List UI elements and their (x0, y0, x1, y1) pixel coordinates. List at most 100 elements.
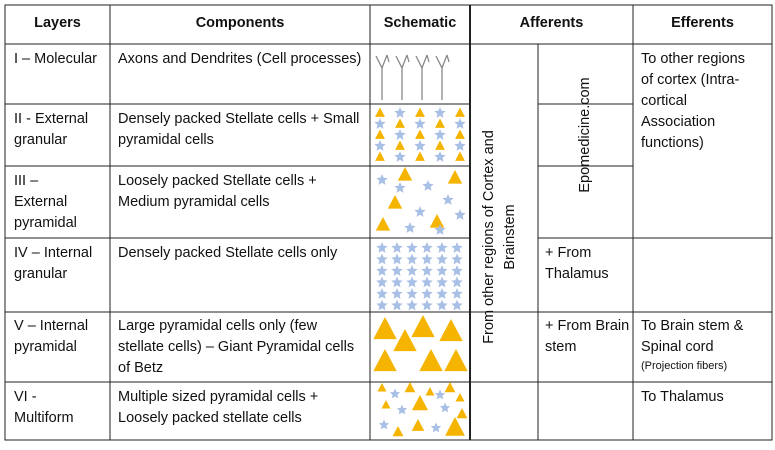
stellate-cell (391, 253, 403, 265)
stellate-cell (434, 224, 446, 235)
components-cell: Loosely packed Stellate cells + Medium p… (118, 173, 317, 210)
stellate-cell (394, 129, 406, 140)
stellate-cell (376, 174, 388, 185)
afferents-cell: + From Thalamus (545, 245, 609, 282)
pyramidal-cell (393, 329, 417, 352)
pyramidal-cell (375, 151, 385, 161)
pyramidal-cell (395, 140, 405, 150)
header-cell: Layers (34, 15, 81, 31)
stellate-cell (434, 129, 446, 140)
components-cell: Axons and Dendrites (Cell processes) (118, 51, 362, 67)
pyramidal-cell (387, 195, 403, 209)
stellate-cell (406, 253, 418, 265)
stellate-cell (451, 265, 463, 276)
pyramidal-cell (455, 151, 465, 161)
pyramidal-cell (377, 383, 387, 392)
pyramidal-cell (444, 382, 456, 393)
cell-process (395, 54, 410, 100)
stellate-cell (391, 276, 403, 288)
components-cell: Densely packed Stellate cells only (118, 245, 338, 261)
stellate-cell (414, 140, 426, 151)
stellate-cell (454, 140, 466, 151)
stellate-cell (451, 253, 463, 265)
pyramidal-cell (373, 349, 397, 372)
cell-process (375, 54, 390, 100)
pyramidal-cell (429, 214, 445, 228)
stellate-cell (404, 222, 416, 233)
stellate-cell (434, 107, 446, 118)
stellate-cell (434, 389, 446, 400)
stellate-cell (374, 118, 386, 129)
stellate-cell (414, 206, 426, 217)
table-border (4, 4, 773, 441)
stellate-cell (406, 276, 418, 288)
pyramidal-cell (439, 319, 463, 342)
layer-cell: II - External granular (14, 111, 89, 148)
pyramidal-cell (415, 151, 425, 161)
pyramidal-cell (397, 167, 413, 181)
stellate-cell (436, 253, 448, 265)
stellate-cell (394, 151, 406, 162)
stellate-cell (436, 242, 448, 253)
stellate-cell (374, 140, 386, 151)
stellate-cell (406, 299, 418, 311)
stellate-cell (421, 288, 433, 299)
cell-process (435, 54, 450, 100)
efferents-cell: To Brain stem & Spinal cord (641, 318, 744, 355)
pyramidal-cell (455, 129, 465, 139)
pyramidal-cell (411, 315, 435, 338)
pyramidal-cell (375, 129, 385, 139)
pyramidal-cell (411, 419, 425, 431)
stellate-cell (422, 180, 434, 191)
pyramidal-cell (447, 170, 463, 184)
pyramidal-cell (404, 382, 416, 393)
pyramidal-cell (425, 387, 435, 396)
stellate-cell (430, 422, 442, 433)
stellate-cell (436, 265, 448, 276)
stellate-cell (394, 182, 406, 193)
efferents-note: (Projection fibers) (641, 360, 728, 372)
stellate-cell (391, 265, 403, 276)
layer-cell: III – External pyramidal (14, 173, 77, 231)
afferents-common: From other regions of Cortex and Brainst… (481, 130, 518, 344)
cell-process (415, 54, 430, 100)
layer-cell: I – Molecular (14, 51, 98, 67)
stellate-cell (439, 402, 451, 413)
stellate-cell (406, 288, 418, 299)
stellate-cell (389, 388, 401, 399)
pyramidal-cell (381, 400, 391, 409)
pyramidal-cell (456, 408, 468, 419)
pyramidal-cell (455, 107, 465, 117)
stellate-cell (454, 209, 466, 220)
header-cell: Afferents (519, 15, 584, 31)
stellate-cell (454, 118, 466, 129)
stellate-cell (434, 151, 446, 162)
pyramidal-cell (373, 317, 397, 340)
layer-cell: VI - Multiform (14, 389, 74, 426)
stellate-cell (451, 288, 463, 299)
pyramidal-cell (444, 349, 468, 372)
stellate-cell (406, 265, 418, 276)
stellate-cell (451, 242, 463, 253)
stellate-cell (451, 276, 463, 288)
stellate-cell (376, 299, 388, 311)
components-cell: Multiple sized pyramidal cells + Loosely… (118, 389, 319, 426)
stellate-cell (376, 265, 388, 276)
pyramidal-cell (419, 349, 443, 372)
stellate-cell (451, 299, 463, 311)
pyramidal-cell (435, 118, 445, 128)
layer-cell: IV – Internal granular (14, 245, 93, 282)
header-cell: Efferents (671, 15, 734, 31)
pyramidal-cell (415, 129, 425, 139)
pyramidal-cell (392, 426, 404, 437)
stellate-cell (436, 299, 448, 311)
components-cell: Large pyramidal cells only (few stellate… (118, 318, 355, 376)
stellate-cell (421, 265, 433, 276)
stellate-cell (376, 288, 388, 299)
header-cell: Components (195, 15, 285, 31)
pyramidal-cell (411, 395, 429, 411)
stellate-cell (391, 288, 403, 299)
stellate-cell (378, 419, 390, 430)
